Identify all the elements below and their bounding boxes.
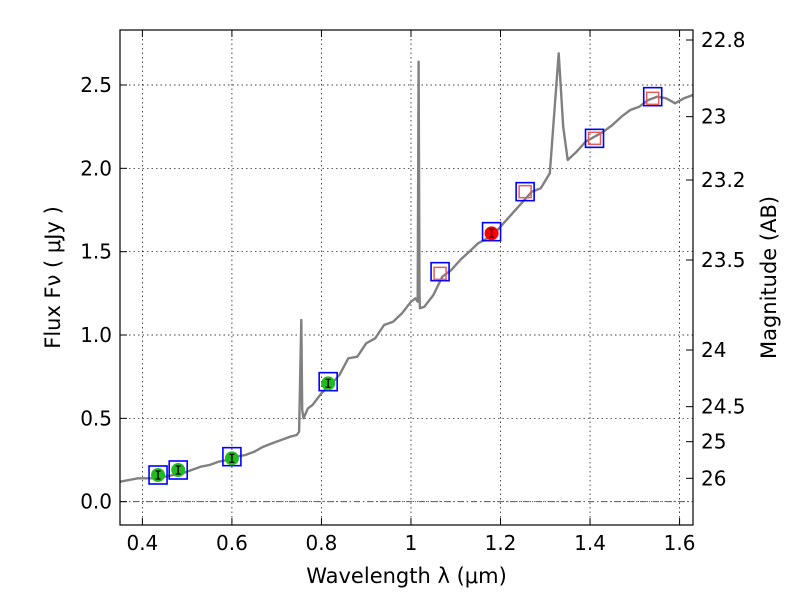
y2-tick-label: 23.2 xyxy=(701,168,746,192)
model-photometry-square xyxy=(642,86,663,107)
upper-limit-square xyxy=(645,91,660,106)
y2-tick-label: 23 xyxy=(701,105,726,129)
y2-tick-label: 23.5 xyxy=(701,248,746,272)
model-photometry-square xyxy=(430,261,450,282)
model-photometry-square xyxy=(168,460,188,480)
x-tick-label: 1.2 xyxy=(485,531,517,555)
upper-limit-square xyxy=(433,266,447,281)
model-photometry-square xyxy=(222,446,242,467)
y2-tick-label: 24 xyxy=(701,338,726,362)
y-tick-label: 2.5 xyxy=(80,73,112,97)
y2-tick-label: 24.5 xyxy=(701,395,746,419)
series-layer xyxy=(119,52,694,485)
sed-model-line xyxy=(119,52,694,483)
model-photometry-square xyxy=(481,221,502,242)
y2-tick-label: 25 xyxy=(701,430,726,454)
model-photometry-square xyxy=(584,128,605,149)
x-tick-label: 1.4 xyxy=(574,531,606,555)
y-tick-label: 0.0 xyxy=(80,490,112,514)
upper-limit-square xyxy=(587,131,602,146)
y2-axis-label: Magnitude (AB) xyxy=(757,196,781,359)
y-tick-label: 1.0 xyxy=(80,323,112,347)
x-axis-label: Wavelength λ (μm) xyxy=(306,564,507,588)
y2-tick-label: 26 xyxy=(701,466,726,490)
upper-limit-square xyxy=(518,184,532,199)
ticks: 0.4 0.6 0.8 1 1.2 1.4 1.6 0.0 0.5 1.0 1.5 2.0 2.5 22.… xyxy=(80,28,745,555)
y-tick-label: 2.0 xyxy=(80,156,112,180)
x-tick-label: 0.4 xyxy=(126,531,158,555)
model-photometry-square xyxy=(318,371,338,392)
x-tick-label: 1 xyxy=(405,531,418,555)
model-photometry-square xyxy=(515,181,535,202)
grid xyxy=(120,30,693,525)
y-axis-label: Flux Fν ( μJy ) xyxy=(41,206,65,349)
model-photometry-square xyxy=(148,465,168,485)
y2-tick-label: 22.8 xyxy=(701,28,746,52)
y-tick-label: 0.5 xyxy=(80,406,112,430)
x-tick-label: 0.8 xyxy=(306,531,338,555)
x-tick-label: 0.6 xyxy=(216,531,248,555)
plot-frame xyxy=(119,29,694,526)
x-tick-label: 1.6 xyxy=(664,531,696,555)
y-tick-label: 1.5 xyxy=(80,240,112,264)
